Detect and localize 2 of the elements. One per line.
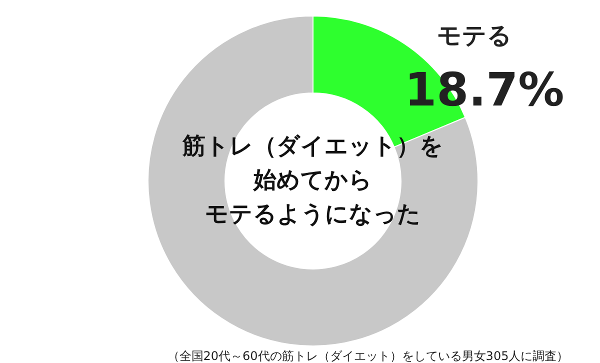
text: （全国20代～60代の筋トレ（ダイエット）をしている男女305人に調査） bbox=[167, 349, 569, 363]
slice-label: モテる bbox=[436, 22, 512, 50]
